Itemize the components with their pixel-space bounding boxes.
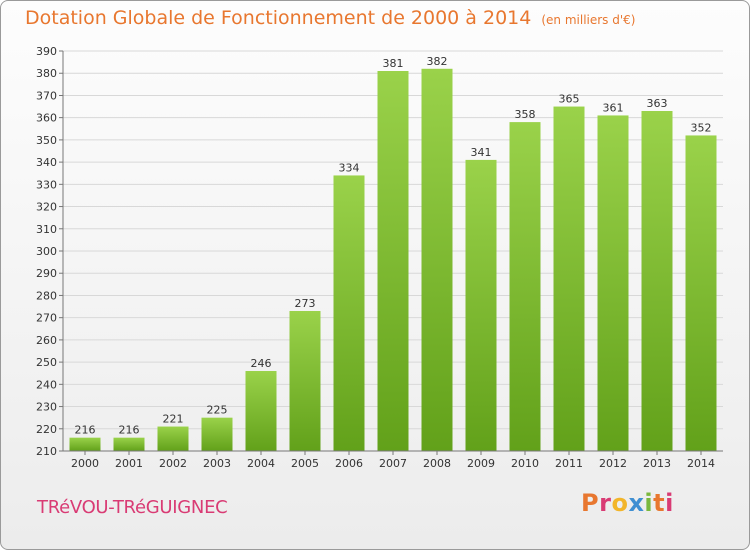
commune-name: TRéVOU-TRéGUIGNEC — [37, 497, 228, 518]
bar-2011 — [553, 106, 585, 452]
y-tick-label: 270 — [36, 312, 57, 325]
y-tick-label: 310 — [36, 223, 57, 236]
bar-2012 — [597, 115, 629, 451]
bar-2001 — [113, 437, 145, 451]
logo-letter: o — [611, 489, 629, 517]
bar-2000 — [69, 437, 101, 451]
y-tick-label: 340 — [36, 156, 57, 169]
y-tick-label: 240 — [36, 378, 57, 391]
x-tick-label: 2010 — [511, 457, 539, 470]
x-tick-label: 2009 — [467, 457, 495, 470]
bar-2005 — [289, 311, 321, 451]
y-tick-label: 330 — [36, 178, 57, 191]
data-label-2005: 273 — [295, 297, 316, 310]
y-tick-label: 250 — [36, 356, 57, 369]
data-label-2009: 341 — [471, 146, 492, 159]
x-tick-label: 2006 — [335, 457, 363, 470]
logo-letter: i — [644, 489, 654, 517]
bar-chart: 210 220 230 240 250 260 270 280 290 300 310 320 330 3… — [36, 45, 723, 470]
y-tick-label: 320 — [36, 201, 57, 214]
x-tick-label: 2005 — [291, 457, 319, 470]
y-tick-label: 360 — [36, 112, 57, 125]
data-label-2002: 221 — [163, 413, 184, 426]
x-tick-label: 2002 — [159, 457, 187, 470]
chart-unit: (en milliers d'€) — [541, 13, 636, 27]
y-tick-label: 390 — [36, 45, 57, 58]
y-tick-label: 220 — [36, 423, 57, 436]
data-label-2007: 381 — [383, 57, 404, 70]
data-label-2000: 216 — [75, 424, 96, 437]
proxiti-logo: Proxiti — [581, 489, 674, 517]
logo-letter: x — [628, 489, 645, 517]
logo-letter: P — [581, 489, 600, 517]
data-label-2001: 216 — [119, 424, 140, 437]
x-tick-label: 2011 — [555, 457, 583, 470]
x-tick-label: 2008 — [423, 457, 451, 470]
x-tick-label: 2007 — [379, 457, 407, 470]
data-label-2010: 358 — [515, 108, 536, 121]
y-tick-label: 380 — [36, 67, 57, 80]
y-tick-label: 290 — [36, 267, 57, 280]
bars — [69, 68, 717, 452]
bar-2008 — [421, 68, 453, 452]
data-label-2003: 225 — [207, 404, 228, 417]
data-label-2008: 382 — [427, 55, 448, 68]
x-tick-label: 2000 — [71, 457, 99, 470]
logo-letter: t — [653, 489, 666, 517]
axes: 210 220 230 240 250 260 270 280 290 300 310 320 330 3… — [36, 45, 723, 470]
x-tick-label: 2001 — [115, 457, 143, 470]
data-label-2014: 352 — [691, 121, 712, 134]
x-tick-label: 2014 — [687, 457, 715, 470]
bar-2006 — [333, 175, 365, 451]
bar-2003 — [201, 417, 233, 451]
y-tick-label: 210 — [36, 445, 57, 458]
bar-2010 — [509, 122, 541, 451]
y-tick-label: 300 — [36, 245, 57, 258]
bar-2002 — [157, 426, 189, 451]
data-label-2012: 361 — [603, 101, 624, 114]
data-label-2011: 365 — [559, 93, 580, 106]
y-tick-label: 280 — [36, 289, 57, 302]
bar-2013 — [641, 111, 673, 451]
y-tick-label: 260 — [36, 334, 57, 347]
bar-2014 — [685, 135, 717, 451]
logo-letter: r — [599, 489, 612, 517]
bar-2009 — [465, 159, 497, 451]
y-tick-label: 370 — [36, 89, 57, 102]
y-tick-label: 350 — [36, 134, 57, 147]
data-label-2004: 246 — [251, 357, 272, 370]
x-tick-label: 2003 — [203, 457, 231, 470]
bar-2004 — [245, 371, 277, 451]
x-tick-label: 2013 — [643, 457, 671, 470]
data-label-2006: 334 — [339, 161, 360, 174]
chart-title: Dotation Globale de Fonctionnement de 20… — [25, 7, 532, 29]
chart-header: Dotation Globale de Fonctionnement de 20… — [25, 7, 635, 29]
bar-2007 — [377, 71, 409, 451]
x-tick-label: 2004 — [247, 457, 275, 470]
data-labels: 216 216 221 225 246 273 334 381 382 341 358 365 361 3… — [75, 55, 712, 437]
x-tick-label: 2012 — [599, 457, 627, 470]
logo-letter: i — [665, 489, 674, 517]
y-tick-label: 230 — [36, 401, 57, 414]
data-label-2013: 363 — [647, 97, 668, 110]
